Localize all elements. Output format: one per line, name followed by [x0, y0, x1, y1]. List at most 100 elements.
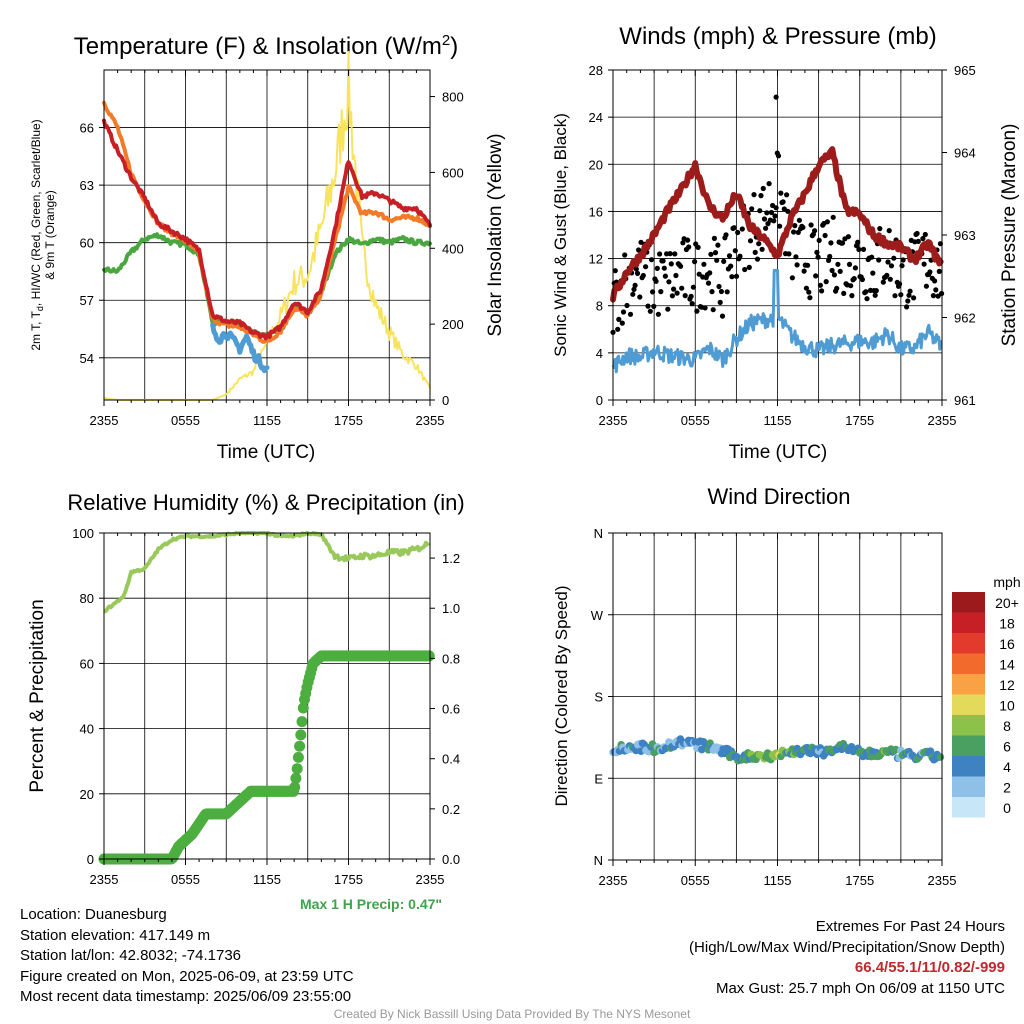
gust-point — [708, 251, 714, 257]
gust-point — [921, 261, 927, 267]
x-tick-label: 0555 — [681, 413, 710, 428]
gust-point — [922, 231, 928, 238]
gust-point — [707, 270, 713, 276]
gust-point — [815, 254, 821, 260]
legend-label: 16 — [999, 636, 1015, 652]
gust-point — [679, 285, 685, 291]
x-tick-label: 2355 — [928, 873, 957, 888]
gust-point — [900, 257, 906, 263]
winds-y2-label: Station Pressure (Maroon) — [999, 124, 1020, 347]
temperature-title: Temperature (F) & Insolation (W/m2) — [74, 32, 458, 60]
gust-point — [643, 264, 649, 270]
gust-point — [848, 283, 854, 289]
humidity-panel: Relative Humidity (%) & Precipitation (i… — [27, 490, 465, 887]
winds-panel: Winds (mph) & Pressure (mb) 048121620242… — [551, 23, 1020, 463]
gust-point — [932, 278, 938, 284]
gust-point-max — [773, 94, 779, 100]
y2-tick-label: 0.6 — [442, 702, 460, 717]
winds-y-label: Sonic Wind & Gust (Blue, Black) — [551, 113, 570, 357]
gust-point — [887, 276, 893, 282]
gust-point — [627, 311, 634, 317]
x-tick-label: 2355 — [599, 873, 628, 888]
series-hi-wc — [210, 322, 270, 374]
gust-point — [630, 291, 636, 297]
gust-point — [898, 292, 904, 298]
gust-point — [660, 258, 666, 264]
y-tick-label: 100 — [72, 526, 94, 541]
gust-point — [831, 272, 838, 278]
y2-tick-label: 0.2 — [442, 802, 460, 817]
legend-swatch — [952, 756, 985, 777]
extremes-subtitle: (High/Low/Max Wind/Precipitation/Snow De… — [689, 938, 1005, 956]
gust-point — [807, 295, 813, 301]
gust-point — [864, 296, 870, 302]
station-latlon: Station lat/lon: 42.8032; -74.1736 — [20, 947, 242, 964]
gust-point — [648, 257, 655, 263]
y-tick-label: 60 — [80, 656, 94, 671]
gust-point — [773, 205, 779, 211]
series-2m-t — [102, 118, 432, 341]
gust-point — [732, 248, 738, 254]
y-tick-label: 8 — [596, 299, 603, 314]
humidity-y2-ticks: 0.0 0.2 0.4 0.6 0.8 1.0 1.2 — [430, 551, 460, 867]
gust-point — [746, 264, 752, 270]
temperature-x-ticks: 2355 0555 1155 1755 2355 — [90, 70, 444, 428]
y-tick-label: 63 — [80, 178, 94, 193]
gust-point — [886, 228, 892, 234]
gust-point — [634, 270, 641, 276]
winds-series — [610, 94, 945, 374]
precip-point — [423, 650, 435, 662]
gust-point — [671, 286, 677, 292]
gust-point — [923, 283, 930, 289]
gust-point — [631, 286, 637, 292]
legend-swatch — [952, 592, 985, 613]
gust-point — [688, 293, 694, 299]
gust-point — [680, 240, 686, 246]
gust-point — [835, 261, 841, 267]
gust-point — [829, 267, 835, 274]
y-tick-label: 80 — [80, 591, 94, 606]
speed-legend-title: mph — [993, 574, 1020, 590]
gust-point — [729, 274, 735, 280]
gust-point — [839, 240, 846, 246]
gust-point — [709, 289, 715, 295]
gust-point — [667, 251, 673, 257]
gust-point — [751, 192, 757, 198]
legend-swatch — [952, 612, 985, 633]
direction-point — [926, 747, 935, 755]
gust-point — [837, 268, 843, 274]
gust-point — [905, 298, 911, 304]
gust-point — [869, 254, 875, 260]
gust-point — [777, 223, 783, 229]
gust-point — [689, 301, 695, 307]
gust-point — [715, 242, 721, 248]
legend-label: 0 — [1003, 800, 1011, 816]
legend-swatch — [952, 735, 985, 756]
gust-point — [880, 279, 886, 285]
gust-point — [719, 313, 726, 319]
gust-point — [859, 276, 866, 283]
precip-point — [290, 772, 302, 784]
x-tick-label: 1155 — [764, 873, 792, 888]
legend-label: 12 — [999, 677, 1015, 693]
y-tick-label: 54 — [80, 351, 94, 366]
y-tick-label: 57 — [80, 293, 94, 308]
temperature-y-ticks: 54 57 60 63 66 — [80, 121, 104, 366]
gust-point — [718, 288, 725, 295]
legend-swatch — [952, 715, 985, 736]
max-gust: Max Gust: 25.7 mph On 06/09 at 1150 UTC — [715, 979, 1005, 997]
x-tick-label: 2355 — [90, 872, 119, 887]
max-hourly-precip: Max 1 H Precip: 0.47" — [300, 896, 443, 912]
gust-point — [789, 275, 796, 281]
y2-tick-label: 400 — [442, 241, 464, 256]
precip-point — [295, 729, 307, 741]
y-tick-label: 4 — [596, 346, 603, 361]
temperature-y2-ticks: 0 200 400 600 800 — [430, 90, 464, 408]
gust-point — [892, 293, 898, 299]
gust-point — [728, 263, 734, 269]
x-tick-label: 1755 — [334, 872, 363, 887]
y2-tick-label: 964 — [954, 146, 976, 161]
gust-point — [724, 289, 730, 295]
gust-point — [806, 289, 812, 295]
